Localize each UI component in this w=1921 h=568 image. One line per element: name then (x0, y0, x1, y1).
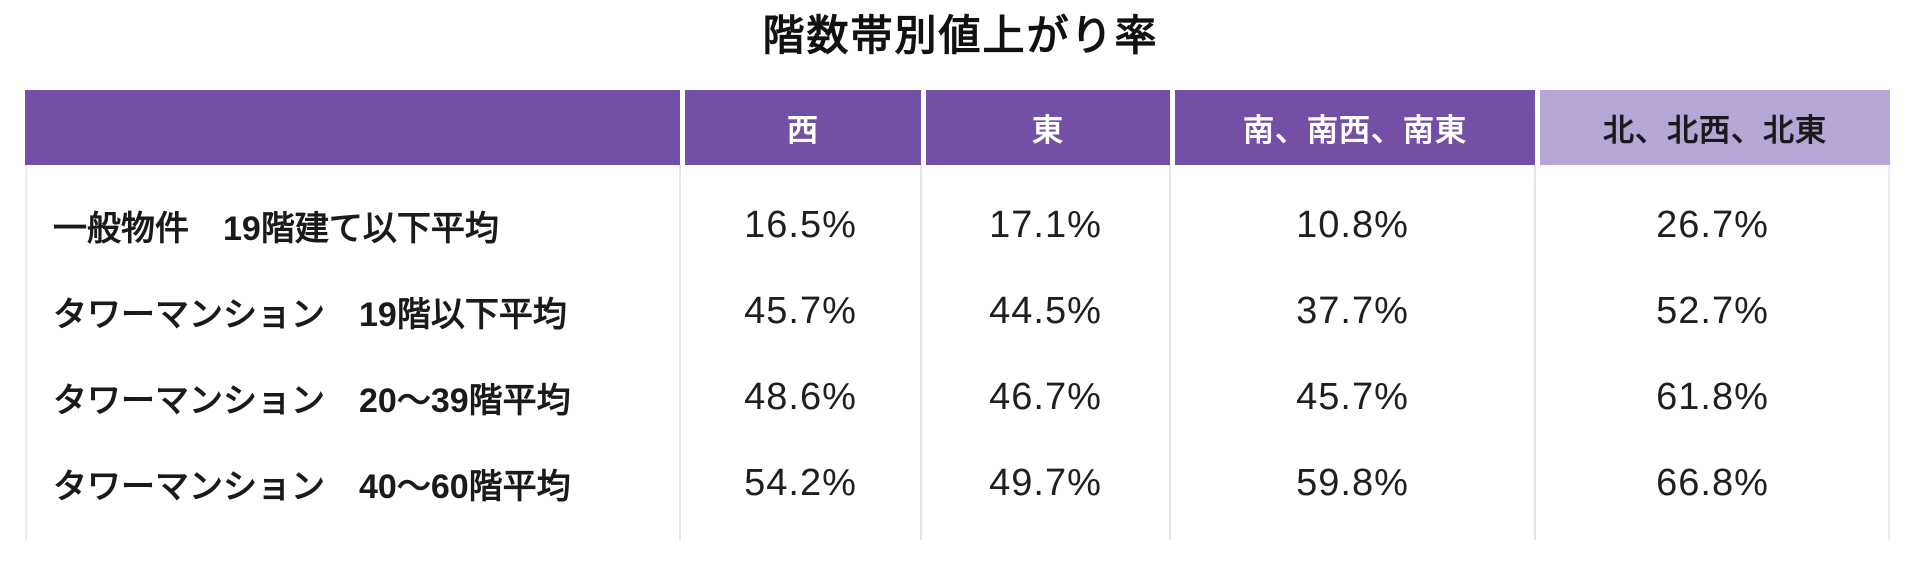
column-divider-3 (1169, 165, 1171, 540)
header-cell-empty (25, 90, 680, 165)
chart-title: 階数帯別値上がり率 (762, 12, 1159, 59)
value-north: 52.7% (1656, 289, 1769, 332)
value-east: 46.7% (989, 375, 1102, 418)
value-south: 10.8% (1296, 203, 1409, 246)
value-south: 59.8% (1296, 461, 1409, 504)
header-cell-south: 南、南西、南東 (1170, 90, 1535, 165)
row-label: タワーマンション 19階以下平均 (53, 295, 567, 334)
value-east: 17.1% (989, 203, 1102, 246)
value-west: 16.5% (744, 203, 857, 246)
table-row-tower-20-39: タワーマンション 20〜39階平均 48.6% 46.7% 45.7% 61.8… (25, 354, 1890, 440)
row-label: タワーマンション 40〜60階平均 (53, 467, 571, 506)
value-north: 66.8% (1656, 461, 1769, 504)
table-right-border (1888, 165, 1890, 540)
floor-band-price-table: 西 東 南、南西、南東 北、北西、北東 一般物件 19階建て以下平均 16.5%… (25, 90, 1890, 540)
header-cell-west: 西 (680, 90, 921, 165)
column-divider-2 (920, 165, 922, 540)
value-north: 61.8% (1656, 375, 1769, 418)
column-divider-1 (679, 165, 681, 540)
header-cell-east: 東 (921, 90, 1170, 165)
table-row-general-under19: 一般物件 19階建て以下平均 16.5% 17.1% 10.8% 26.7% (25, 182, 1890, 268)
row-label: タワーマンション 20〜39階平均 (53, 381, 571, 420)
table-header-row: 西 東 南、南西、南東 北、北西、北東 (25, 90, 1890, 165)
table-body: 一般物件 19階建て以下平均 16.5% 17.1% 10.8% 26.7% タ… (25, 165, 1890, 540)
value-west: 45.7% (744, 289, 857, 332)
table-row-tower-under19: タワーマンション 19階以下平均 45.7% 44.5% 37.7% 52.7% (25, 268, 1890, 354)
header-cell-north: 北、北西、北東 (1535, 90, 1890, 165)
value-west: 48.6% (744, 375, 857, 418)
value-east: 44.5% (989, 289, 1102, 332)
table-row-tower-40-60: タワーマンション 40〜60階平均 54.2% 49.7% 59.8% 66.8… (25, 440, 1890, 526)
row-label: 一般物件 19階建て以下平均 (53, 209, 499, 248)
value-north: 26.7% (1656, 203, 1769, 246)
table-left-border (25, 165, 27, 540)
value-south: 45.7% (1296, 375, 1409, 418)
value-south: 37.7% (1296, 289, 1409, 332)
value-east: 49.7% (989, 461, 1102, 504)
column-divider-4 (1534, 165, 1536, 540)
value-west: 54.2% (744, 461, 857, 504)
